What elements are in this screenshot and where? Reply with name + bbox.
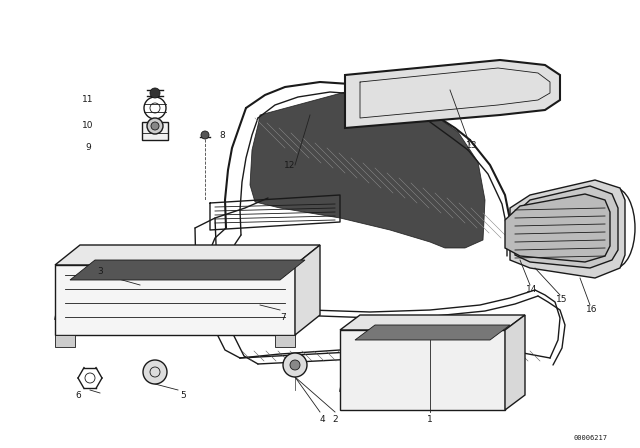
Text: 4: 4 — [319, 415, 325, 425]
Circle shape — [147, 118, 163, 134]
Polygon shape — [70, 260, 305, 280]
Polygon shape — [515, 186, 618, 268]
Text: 9: 9 — [85, 143, 91, 152]
Text: 00006217: 00006217 — [573, 435, 607, 441]
Text: 15: 15 — [556, 296, 568, 305]
Polygon shape — [55, 245, 320, 265]
Polygon shape — [55, 265, 295, 335]
Polygon shape — [275, 335, 295, 347]
Polygon shape — [510, 180, 625, 278]
Polygon shape — [142, 122, 168, 140]
Circle shape — [283, 353, 307, 377]
Text: 11: 11 — [83, 95, 93, 104]
Text: 2: 2 — [332, 415, 338, 425]
Text: 3: 3 — [97, 267, 103, 276]
Circle shape — [143, 360, 167, 384]
Circle shape — [151, 122, 159, 130]
Polygon shape — [295, 245, 320, 335]
Text: 13: 13 — [467, 141, 477, 150]
Polygon shape — [55, 335, 75, 347]
Text: 7: 7 — [280, 314, 286, 323]
Text: 14: 14 — [526, 285, 538, 294]
Polygon shape — [340, 315, 525, 330]
Circle shape — [290, 360, 300, 370]
Text: 10: 10 — [83, 121, 93, 129]
Polygon shape — [340, 330, 505, 410]
Text: 1: 1 — [427, 415, 433, 425]
Circle shape — [201, 131, 209, 139]
Text: 12: 12 — [284, 160, 296, 169]
Circle shape — [150, 88, 160, 98]
Text: 8: 8 — [219, 130, 225, 139]
Polygon shape — [345, 60, 560, 128]
Polygon shape — [505, 194, 610, 262]
Text: 5: 5 — [180, 391, 186, 400]
Text: 6: 6 — [75, 391, 81, 400]
Text: 16: 16 — [586, 306, 598, 314]
Polygon shape — [250, 88, 485, 248]
Polygon shape — [355, 325, 510, 340]
Polygon shape — [505, 315, 525, 410]
